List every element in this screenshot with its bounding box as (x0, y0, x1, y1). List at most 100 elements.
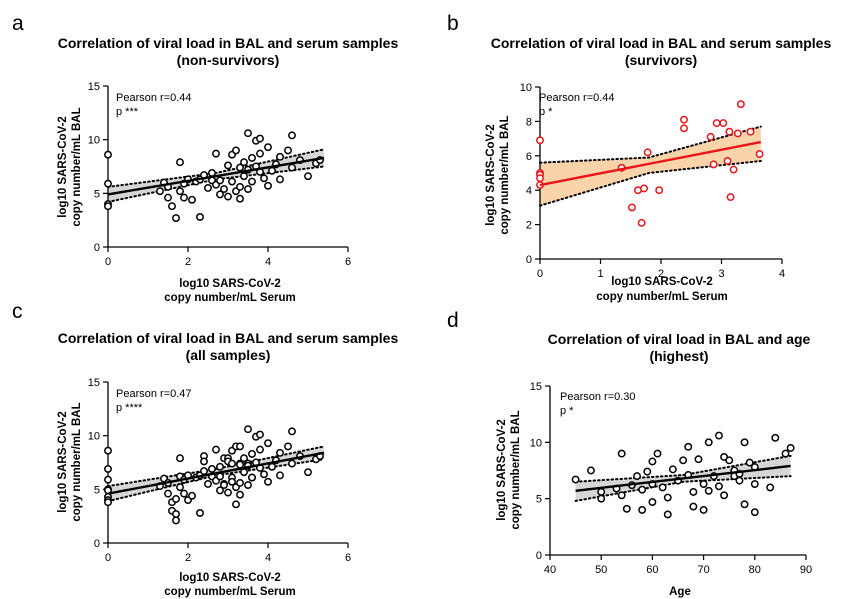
p-value-c: p **** (116, 402, 143, 414)
data-point-b (726, 193, 735, 202)
data-point-d (704, 438, 713, 447)
data-point-a (224, 161, 232, 170)
data-point-a (236, 163, 244, 172)
data-point-d (715, 431, 723, 440)
data-point-b (723, 157, 732, 165)
data-point-d (786, 444, 795, 452)
data-point-a (288, 131, 296, 140)
data-point-c (304, 468, 312, 477)
data-point-d (679, 456, 688, 465)
data-point-d (694, 455, 703, 464)
data-point-a (248, 177, 256, 186)
panel-letter-c: c (12, 300, 23, 323)
data-point-c (200, 467, 208, 476)
data-point-a (180, 193, 188, 202)
y-tick-label-d: 5 (536, 494, 542, 506)
regression-line-d (575, 464, 791, 492)
y-tick-label-c: 0 (94, 538, 100, 550)
data-point-d (781, 449, 790, 458)
pearson-r-a: Pearson r=0.44 (116, 92, 192, 104)
y-axis-label-a-line2: copy number/mL BAL (71, 107, 83, 226)
data-point-a (176, 158, 184, 167)
regression-line-c (107, 451, 325, 495)
data-point-c (236, 490, 244, 499)
data-point-c (244, 481, 252, 489)
x-tick-label-b: 3 (718, 268, 724, 280)
data-point-d (597, 487, 606, 496)
data-point-a (172, 214, 180, 222)
chart-title-b: Correlation of viral load in BAL and ser… (491, 35, 832, 51)
ci-upper-line-d (574, 454, 792, 483)
y-tick-label-a: 10 (88, 135, 100, 147)
data-point-b (655, 186, 664, 195)
ci-lower-line-a (107, 165, 325, 203)
data-point-c (264, 439, 272, 448)
data-point-d (766, 483, 775, 492)
pearson-r-d: Pearson r=0.30 (560, 391, 636, 403)
ci-lower-line-d (574, 475, 792, 502)
data-point-d (571, 475, 580, 484)
x-tick-label-d: 90 (800, 564, 812, 576)
x-axis-label-a: log10 SARS-CoV-2 (179, 278, 281, 290)
data-point-c (244, 425, 252, 434)
y-tick-label-b: 10 (520, 82, 532, 94)
data-point-c (172, 495, 180, 503)
y-axis-label-d-line2: copy number/mL BAL (510, 410, 522, 529)
y-axis-label-b-line2: copy number/mL BAL (499, 115, 511, 234)
data-point-c (212, 445, 220, 454)
y-axis-label-c-line2: copy number/mL BAL (71, 402, 83, 521)
x-tick-label-d: 70 (697, 564, 709, 576)
data-point-a (164, 193, 172, 202)
data-point-d (658, 483, 667, 492)
chart-title-c: Correlation of viral load in BAL and ser… (58, 330, 399, 346)
y-tick-label-d: 10 (530, 437, 542, 449)
x-tick-label-b: 0 (537, 268, 543, 280)
data-point-d (643, 467, 652, 476)
y-tick-label-c: 15 (88, 377, 100, 389)
data-point-a (188, 195, 196, 204)
data-point-a (268, 166, 276, 175)
data-point-c (104, 446, 112, 455)
y-tick-label-b: 0 (526, 254, 532, 266)
data-point-c (180, 489, 188, 498)
data-point-c (288, 459, 296, 468)
data-point-a (204, 184, 212, 192)
x-tick-label-b: 4 (779, 268, 785, 280)
y-axis-label-d: log10 SARS-CoV-2 (496, 419, 508, 521)
data-point-b (755, 150, 764, 159)
pearson-r-c: Pearson r=0.47 (116, 388, 192, 400)
y-tick-label-a: 15 (88, 81, 100, 93)
x-axis-label-c-line2: copy number/mL Serum (164, 586, 295, 598)
data-point-a (216, 190, 224, 199)
data-point-b (536, 136, 544, 145)
x-tick-label-a: 4 (265, 256, 271, 268)
data-point-b (719, 119, 728, 128)
x-tick-label-d: 40 (544, 564, 556, 576)
y-axis-label-c: log10 SARS-CoV-2 (57, 411, 69, 513)
data-point-d (740, 500, 749, 509)
data-point-c (236, 442, 244, 451)
regression-line-b (539, 140, 762, 187)
y-tick-label-c: 5 (94, 484, 100, 496)
y-tick-label-a: 5 (94, 188, 100, 200)
ci-lower-line-c (107, 458, 325, 503)
data-point-d (720, 491, 729, 500)
data-point-d (638, 505, 647, 514)
data-point-c (240, 454, 248, 463)
data-point-a (212, 149, 220, 158)
ci-upper-line-a (107, 148, 325, 188)
x-tick-label-d: 50 (595, 564, 607, 576)
data-point-d (617, 449, 626, 458)
data-point-d (689, 487, 698, 496)
data-point-d (715, 482, 723, 491)
data-point-c (104, 498, 112, 507)
data-point-c (220, 481, 228, 489)
data-point-c (224, 488, 232, 497)
data-point-a (240, 158, 248, 167)
data-point-c (256, 430, 264, 439)
data-point-b (680, 124, 688, 133)
data-point-c (248, 449, 256, 458)
data-point-c (164, 489, 172, 498)
panel-c: c Correlation of viral load in BAL and s… (12, 300, 398, 598)
